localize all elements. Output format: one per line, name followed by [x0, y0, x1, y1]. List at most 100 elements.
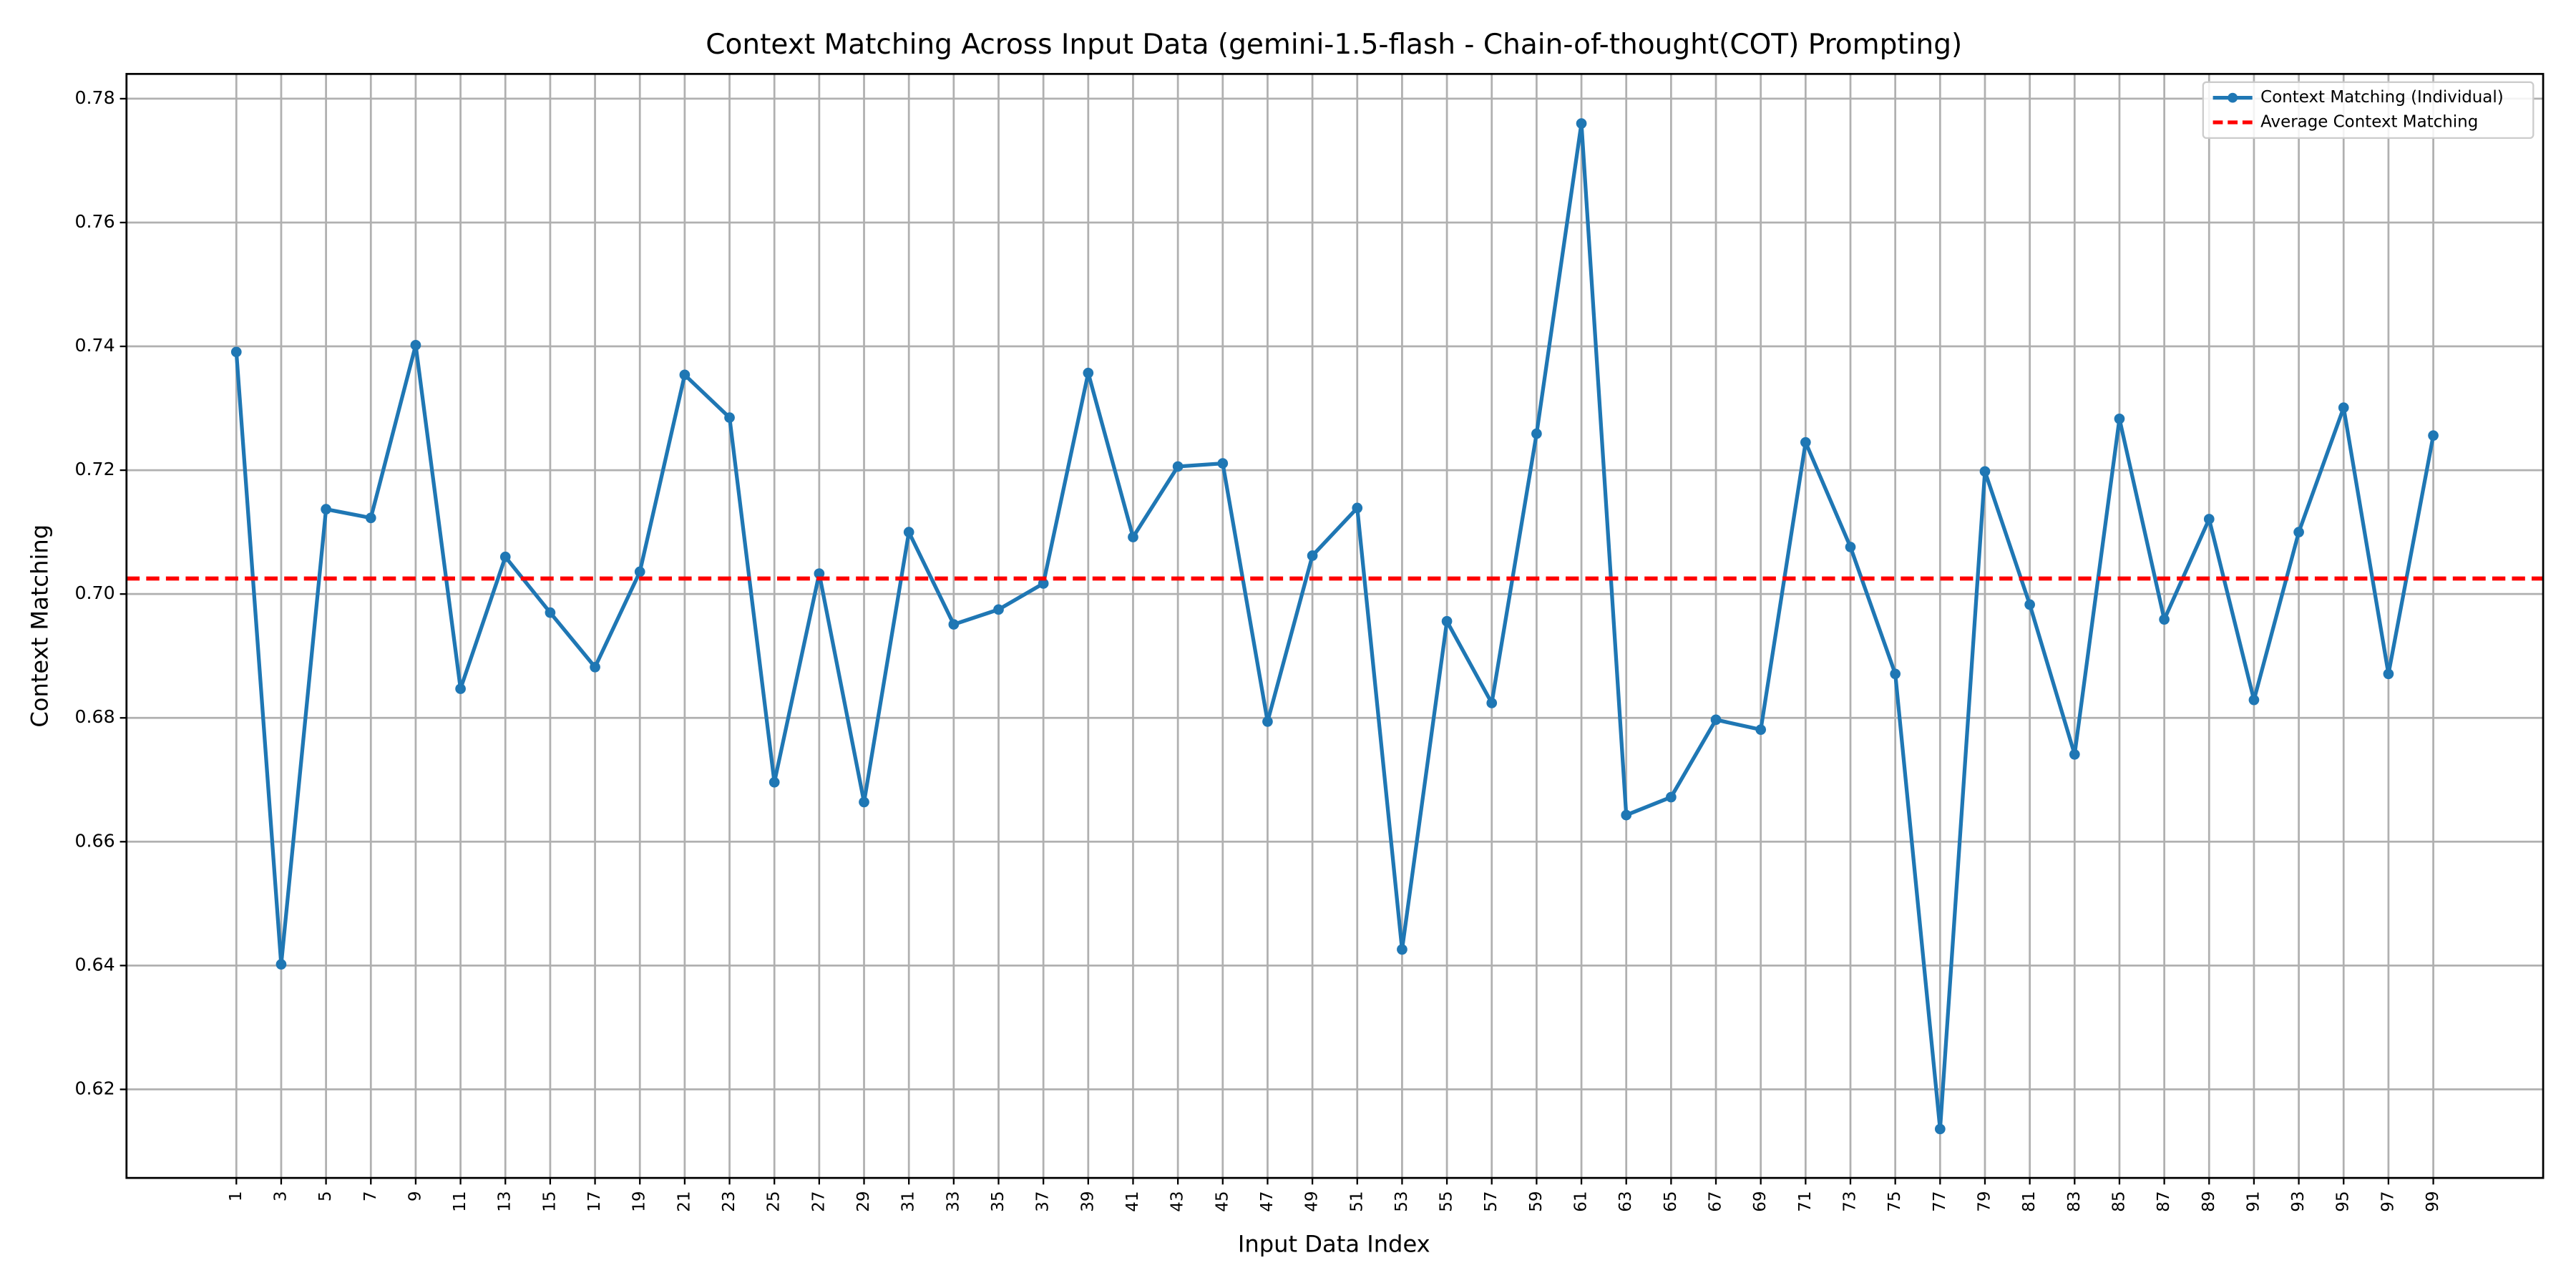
data-point: [2024, 599, 2035, 610]
data-point: [2428, 430, 2439, 441]
x-tick-label: 91: [2244, 1191, 2263, 1212]
x-tick-label: 63: [1616, 1191, 1635, 1212]
x-tick-label: 27: [809, 1191, 828, 1212]
data-point: [1262, 716, 1273, 727]
x-tick-label: 55: [1438, 1191, 1456, 1212]
data-point: [1666, 791, 1677, 803]
data-point: [410, 339, 421, 351]
data-point: [1486, 698, 1498, 708]
x-axis-label: Input Data Index: [1238, 1230, 1430, 1257]
x-tick-label: 61: [1572, 1191, 1591, 1212]
data-point: [1979, 466, 1991, 477]
data-point: [724, 412, 735, 423]
data-point: [1800, 436, 1811, 448]
x-tick-label: 59: [1527, 1191, 1546, 1212]
x-tick-label: 71: [1796, 1191, 1815, 1212]
data-point: [2338, 402, 2349, 414]
x-tick-label: 49: [1303, 1191, 1322, 1212]
y-tick-label: 0.74: [74, 335, 114, 356]
data-point: [1083, 367, 1094, 379]
x-tick-label: 29: [854, 1191, 873, 1212]
x-tick-label: 41: [1123, 1191, 1142, 1212]
data-point: [365, 512, 376, 524]
legend-marker: [2228, 92, 2238, 103]
data-point: [545, 607, 556, 618]
data-point: [2383, 668, 2394, 680]
data-point: [1755, 724, 1767, 736]
data-point: [1352, 502, 1363, 514]
x-tick-label: 7: [361, 1191, 380, 1202]
x-tick-label: 75: [1885, 1191, 1904, 1212]
data-point: [1128, 532, 1138, 542]
data-point: [859, 796, 869, 808]
data-point: [2203, 514, 2215, 525]
x-tick-label: 25: [765, 1191, 784, 1212]
data-point: [903, 527, 914, 537]
legend-label: Average Context Matching: [2260, 113, 2478, 132]
x-tick-label: 23: [720, 1191, 738, 1212]
data-point: [1172, 461, 1184, 472]
data-point: [2159, 614, 2170, 625]
y-tick-label: 0.76: [74, 211, 114, 232]
data-point: [769, 776, 780, 788]
x-tick-label: 1: [227, 1191, 245, 1202]
x-tick-label: 3: [271, 1191, 290, 1202]
x-tick-label: 37: [1034, 1191, 1053, 1212]
legend-label: Context Matching (Individual): [2260, 88, 2504, 107]
x-tick-label: 51: [1347, 1191, 1366, 1212]
data-line: [234, 121, 2436, 1131]
data-point: [1845, 542, 1856, 552]
data-point: [1038, 578, 1049, 589]
x-tick-label: 99: [2424, 1191, 2442, 1212]
x-tick-label: 89: [2200, 1191, 2218, 1212]
data-point: [1621, 809, 1632, 821]
data-point: [455, 683, 466, 694]
x-tick-label: 31: [899, 1191, 918, 1212]
x-tick-label: 87: [2155, 1191, 2173, 1212]
data-point: [590, 661, 600, 673]
data-point: [2293, 527, 2304, 537]
legend-box: [2202, 81, 2534, 140]
data-point: [321, 504, 331, 514]
x-tick-label: 47: [1258, 1191, 1277, 1212]
x-tick-label: 73: [1841, 1191, 1860, 1212]
data-point: [2248, 694, 2260, 706]
data-point: [948, 619, 960, 630]
data-point: [275, 959, 287, 970]
x-tick-label: 79: [1975, 1191, 1994, 1212]
x-tick-label: 5: [316, 1191, 335, 1202]
chart-title: Context Matching Across Input Data (gemi…: [706, 29, 1962, 61]
data-point: [1531, 428, 1542, 439]
data-point: [1934, 1123, 1946, 1135]
x-tick-label: 53: [1392, 1191, 1411, 1212]
y-tick-label: 0.62: [74, 1078, 114, 1098]
x-tick-label: 93: [2289, 1191, 2308, 1212]
y-tick-label: 0.70: [74, 582, 114, 603]
data-point: [2069, 748, 2080, 760]
data-point: [499, 551, 511, 562]
x-tick-label: 95: [2334, 1191, 2353, 1212]
data-point: [1441, 615, 1453, 627]
x-tick-label: 77: [1931, 1191, 1949, 1212]
y-axis-label: Context Matching: [26, 525, 53, 728]
plot-frame: [125, 72, 2545, 1179]
y-tick-label: 0.72: [74, 459, 114, 479]
data-point: [634, 566, 645, 577]
x-tick-label: 39: [1078, 1191, 1097, 1212]
x-tick-label: 15: [540, 1191, 559, 1212]
x-tick-label: 35: [989, 1191, 1008, 1212]
x-tick-label: 11: [451, 1191, 469, 1212]
x-tick-label: 85: [2109, 1191, 2128, 1212]
x-tick-label: 65: [1662, 1191, 1680, 1212]
y-tick-label: 0.78: [74, 87, 114, 108]
data-point: [1397, 944, 1407, 955]
data-point: [1710, 714, 1722, 726]
x-tick-label: 57: [1482, 1191, 1501, 1212]
x-tick-label: 83: [2065, 1191, 2084, 1212]
data-point: [1576, 118, 1587, 129]
x-tick-label: 19: [630, 1191, 649, 1212]
x-tick-label: 33: [944, 1191, 962, 1212]
y-tick-label: 0.68: [74, 706, 114, 727]
